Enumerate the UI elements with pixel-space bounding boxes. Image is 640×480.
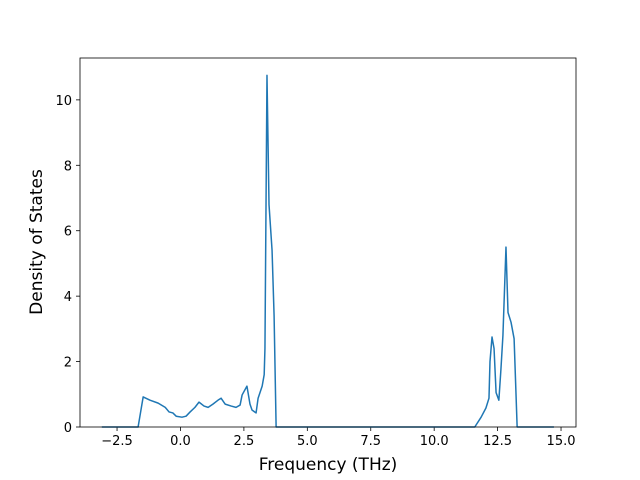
y-tick-label: 2: [64, 356, 72, 371]
y-tick-label: 0: [64, 421, 72, 436]
y-tick-label: 4: [64, 290, 72, 305]
x-tick-label: −2.5: [101, 434, 133, 449]
x-tick-label: 2.5: [234, 434, 255, 449]
x-tick-label: 0.0: [170, 434, 191, 449]
plot-frame: [79, 57, 577, 428]
x-tick-label: 10.0: [420, 434, 449, 449]
x-tick-label: 5.0: [297, 434, 318, 449]
data-line: [101, 74, 554, 428]
y-tick-label: 10: [55, 94, 72, 109]
x-tick-label: 15.0: [547, 434, 576, 449]
x-axis-title: Frequency (THz): [259, 455, 398, 475]
y-tick-label: 8: [64, 159, 72, 174]
y-tick-label: 6: [64, 225, 72, 240]
x-tick-label: 7.5: [360, 434, 381, 449]
x-tick-label: 12.5: [483, 434, 512, 449]
y-axis-title: Density of States: [27, 169, 47, 315]
